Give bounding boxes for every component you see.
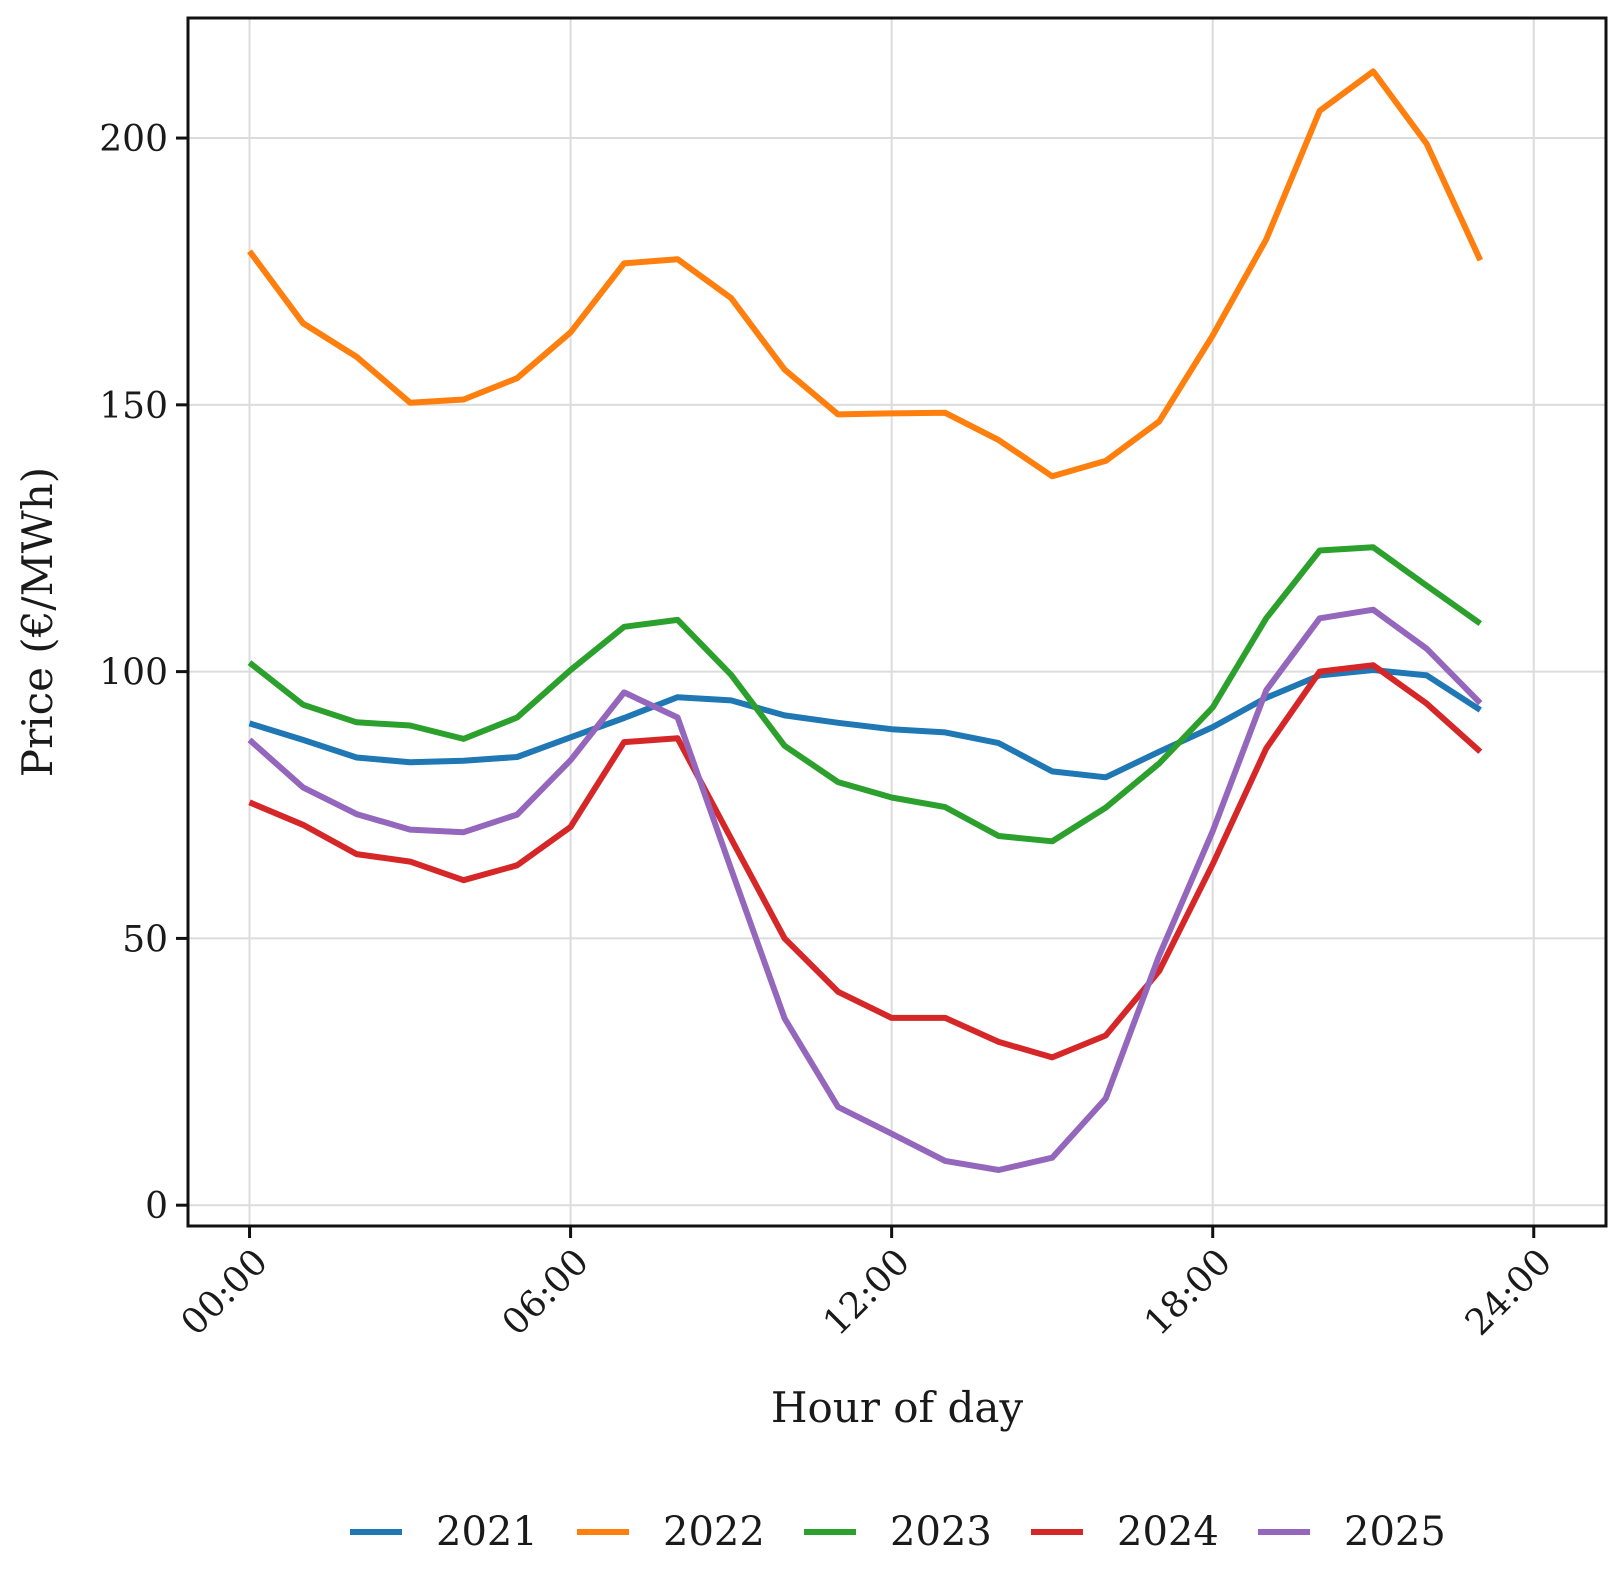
- y-axis-title: Price (€/MWh): [13, 467, 62, 777]
- x-tick-label: 06:00: [495, 1241, 597, 1343]
- x-tick-label: 24:00: [1458, 1241, 1560, 1343]
- y-tick-label: 100: [99, 653, 168, 694]
- series-line-2024: [248, 662, 1483, 1061]
- y-tick-label: 0: [145, 1186, 168, 1227]
- y-tick-label: 200: [99, 119, 168, 160]
- series-line-2021: [248, 667, 1482, 781]
- x-axis-title: Hour of day: [771, 1383, 1023, 1432]
- legend-label-2024: 2024: [1117, 1509, 1219, 1555]
- series-line-2025: [247, 606, 1483, 1173]
- y-tick-label: 150: [99, 386, 168, 427]
- legend-label-2021: 2021: [436, 1509, 538, 1555]
- legend-label-2022: 2022: [663, 1509, 765, 1555]
- legend-label-2025: 2025: [1344, 1509, 1446, 1555]
- legend: 2021 2022 2023 2024 2025: [350, 1509, 1446, 1555]
- plot-frame: [186, 16, 1608, 1228]
- series-line-2022: [247, 68, 1484, 480]
- y-tick-label: 50: [122, 919, 168, 960]
- x-tick-label: 18:00: [1137, 1241, 1239, 1343]
- y-axis: 0 50 100 150 200: [99, 119, 188, 1227]
- x-tick-label: 00:00: [174, 1241, 276, 1343]
- x-tick-label: 12:00: [816, 1241, 918, 1343]
- series-line-2023: [247, 544, 1483, 845]
- grid-lines: [188, 18, 1606, 1226]
- x-axis: 00:00 06:00 12:00 18:00 24:00: [174, 1226, 1560, 1344]
- series-lines: [247, 68, 1484, 1173]
- legend-label-2023: 2023: [890, 1509, 992, 1555]
